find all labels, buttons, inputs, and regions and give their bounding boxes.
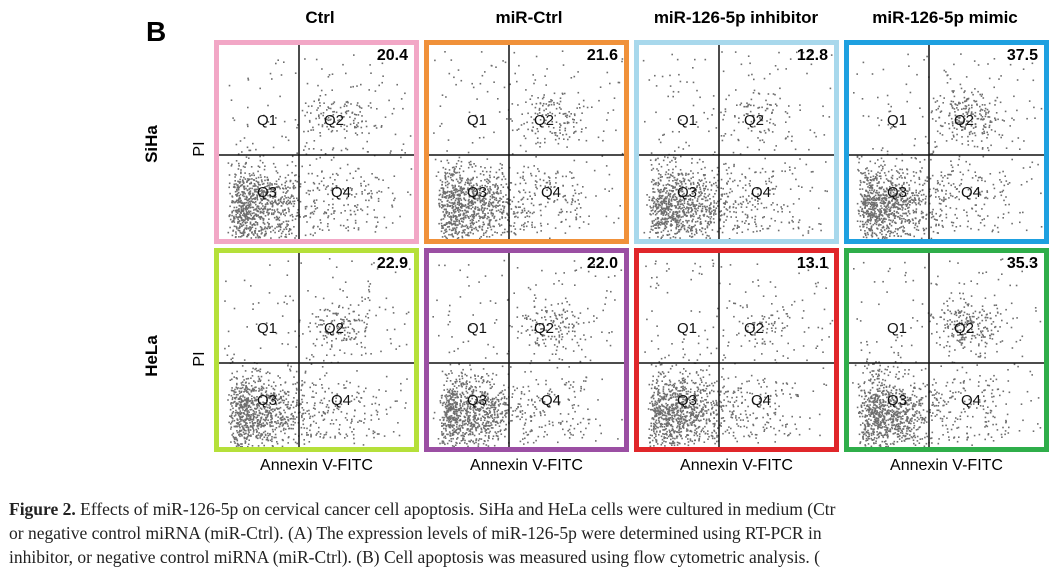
flow-plot-hela-4: Q1 Q2 Q3 Q4 35.3 bbox=[844, 248, 1049, 452]
quadrant-label-q4: Q4 bbox=[331, 392, 351, 409]
x-axis-label: Annexin V-FITC bbox=[890, 457, 1003, 474]
scatter-points bbox=[432, 259, 623, 447]
x-axis-label: Annexin V-FITC bbox=[470, 457, 583, 474]
quadrant-label-q3: Q3 bbox=[257, 184, 277, 201]
quadrant-label-q1: Q1 bbox=[887, 320, 907, 337]
quadrant-label-q4: Q4 bbox=[751, 392, 771, 409]
scatter-points bbox=[227, 54, 413, 239]
quadrant-label-q3: Q3 bbox=[257, 392, 277, 409]
caption-line-2: or negative control miRNA (miR-Ctrl). (A… bbox=[9, 523, 822, 543]
quadrant-label-q3: Q3 bbox=[677, 184, 697, 201]
flow-plot-hela-2: Q1 Q2 Q3 Q4 22.0 bbox=[424, 248, 629, 452]
flow-plot-hela-1: Q1 Q2 Q3 Q4 22.9 bbox=[214, 248, 419, 452]
apoptosis-percentage: 37.5 bbox=[1006, 47, 1038, 64]
quadrant-label-q4: Q4 bbox=[961, 392, 981, 409]
quadrant-label-q2: Q2 bbox=[324, 320, 344, 337]
scatter-plot: Q1 Q2 Q3 Q4 bbox=[429, 253, 624, 447]
quadrant-label-q4: Q4 bbox=[751, 184, 771, 201]
quadrant-label-q2: Q2 bbox=[744, 112, 764, 129]
scatter-points bbox=[644, 259, 834, 447]
panel-letter: B bbox=[146, 16, 167, 47]
scatter-plot: Q1 Q2 Q3 Q4 bbox=[429, 45, 624, 239]
x-axis-label: Annexin V-FITC bbox=[680, 457, 793, 474]
y-axis-label-siha: PI bbox=[191, 141, 208, 157]
apoptosis-percentage: 35.3 bbox=[1006, 255, 1038, 272]
quadrant-label-q1: Q1 bbox=[677, 320, 697, 337]
quadrant-label-q2: Q2 bbox=[534, 320, 554, 337]
quadrant-label-q3: Q3 bbox=[467, 184, 487, 201]
column-header-ctrl: Ctrl bbox=[305, 8, 335, 27]
apoptosis-percentage: 21.6 bbox=[586, 47, 618, 64]
scatter-plot: Q1 Q2 Q3 Q4 bbox=[849, 45, 1044, 239]
quadrant-label-q3: Q3 bbox=[887, 184, 907, 201]
quadrant-label-q3: Q3 bbox=[887, 392, 907, 409]
flow-plot-siha-3: Q1 Q2 Q3 Q4 12.8 bbox=[634, 40, 839, 244]
caption-line-1: Effects of miR-126-5p on cervical cancer… bbox=[75, 499, 836, 519]
quadrant-label-q2: Q2 bbox=[534, 112, 554, 129]
quadrant-label-q3: Q3 bbox=[677, 392, 697, 409]
column-header-mimic: miR-126-5p mimic bbox=[872, 8, 1018, 27]
y-axis-label-hela: PI bbox=[191, 351, 208, 367]
scatter-points bbox=[224, 258, 411, 447]
flow-plot-siha-2: Q1 Q2 Q3 Q4 21.6 bbox=[424, 40, 629, 244]
quadrant-label-q1: Q1 bbox=[677, 112, 697, 129]
apoptosis-percentage: 12.8 bbox=[796, 47, 828, 64]
apoptosis-percentage: 20.4 bbox=[376, 47, 408, 64]
scatter-plot: Q1 Q2 Q3 Q4 bbox=[219, 253, 414, 447]
scatter-points bbox=[852, 258, 1042, 447]
quadrant-label-q1: Q1 bbox=[887, 112, 907, 129]
quadrant-label-q1: Q1 bbox=[257, 320, 277, 337]
quadrant-label-q4: Q4 bbox=[541, 184, 561, 201]
quadrant-label-q2: Q2 bbox=[324, 112, 344, 129]
figure-caption: Figure 2. Effects of miR-126-5p on cervi… bbox=[9, 497, 1049, 576]
scatter-plot: Q1 Q2 Q3 Q4 bbox=[219, 45, 414, 239]
row-label-hela: HeLa bbox=[142, 335, 161, 377]
quadrant-label-q1: Q1 bbox=[257, 112, 277, 129]
quadrant-label-q3: Q3 bbox=[467, 392, 487, 409]
apoptosis-percentage: 22.9 bbox=[376, 255, 408, 272]
quadrant-label-q1: Q1 bbox=[467, 112, 487, 129]
scatter-plot: Q1 Q2 Q3 Q4 bbox=[849, 253, 1044, 447]
x-axis-label: Annexin V-FITC bbox=[260, 457, 373, 474]
column-header-mir-ctrl: miR-Ctrl bbox=[495, 8, 563, 27]
scatter-points bbox=[433, 50, 624, 239]
flow-plot-hela-3: Q1 Q2 Q3 Q4 13.1 bbox=[634, 248, 839, 452]
quadrant-label-q4: Q4 bbox=[541, 392, 561, 409]
caption-line-3: inhibitor, or negative control miRNA (mi… bbox=[9, 547, 820, 567]
caption-title: Figure 2. bbox=[9, 499, 76, 519]
flow-plot-siha-4: Q1 Q2 Q3 Q4 37.5 bbox=[844, 40, 1049, 244]
scatter-points bbox=[642, 51, 833, 239]
quadrant-label-q2: Q2 bbox=[954, 112, 974, 129]
column-header-inhibitor: miR-126-5p inhibitor bbox=[653, 8, 819, 27]
quadrant-label-q1: Q1 bbox=[467, 320, 487, 337]
flow-plot-siha-1: Q1 Q2 Q3 Q4 20.4 bbox=[214, 40, 419, 244]
quadrant-label-q2: Q2 bbox=[954, 320, 974, 337]
apoptosis-percentage: 13.1 bbox=[796, 255, 828, 272]
quadrant-label-q2: Q2 bbox=[744, 320, 764, 337]
quadrant-label-q4: Q4 bbox=[331, 184, 351, 201]
quadrant-label-q4: Q4 bbox=[961, 184, 981, 201]
scatter-points bbox=[853, 53, 1043, 239]
apoptosis-percentage: 22.0 bbox=[586, 255, 618, 272]
row-label-siha: SiHa bbox=[142, 125, 161, 163]
scatter-plot: Q1 Q2 Q3 Q4 bbox=[639, 253, 834, 447]
scatter-plot: Q1 Q2 Q3 Q4 bbox=[639, 45, 834, 239]
